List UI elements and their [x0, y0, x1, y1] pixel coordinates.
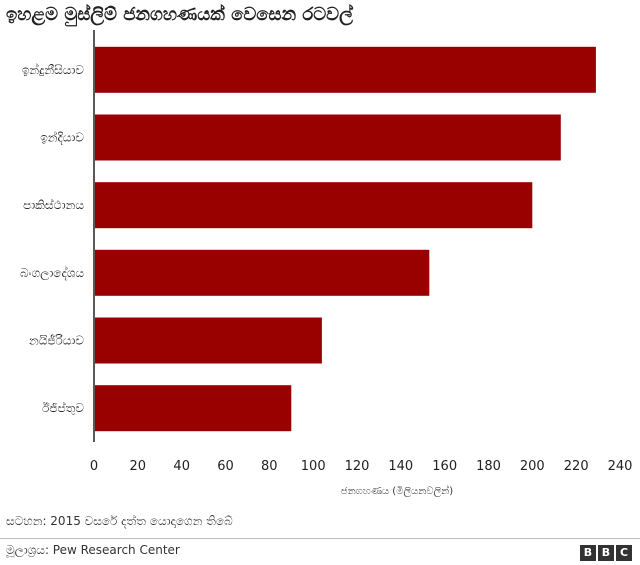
x-tick-label: 160 — [432, 459, 457, 474]
footer-divider — [0, 538, 640, 539]
chart-title: ඉහළම මුස්ලිම් ජනගහණයක් වෙසෙන රටවල් — [6, 4, 353, 25]
chart-note: සටහන: 2015 වසරේ දත්ත යොදාගෙන තිබේ — [6, 514, 233, 528]
x-tick-label: 40 — [173, 459, 190, 474]
x-tick-label: 220 — [564, 459, 589, 474]
x-tick-label: 240 — [608, 459, 633, 474]
bar — [95, 114, 561, 161]
x-tick-label: 140 — [388, 459, 413, 474]
bar-chart: ඉන්දුනීසියාව ඉන්දියාව පාකිස්ථානය බංගලාදේශය න… — [20, 30, 633, 497]
category-label: ඉන්දියාව — [40, 130, 84, 144]
x-tick-label: 0 — [90, 459, 98, 474]
x-tick-label: 80 — [261, 459, 278, 474]
bar — [95, 317, 322, 364]
x-tick-label: 100 — [301, 459, 326, 474]
bbc-logo-block: B — [580, 545, 596, 561]
x-tick-label: 200 — [520, 459, 545, 474]
bbc-logo: B B C — [580, 545, 632, 561]
x-tick-label: 180 — [476, 459, 501, 474]
bar — [95, 182, 533, 229]
bar — [95, 249, 430, 296]
bar — [95, 385, 292, 432]
x-axis-title: ජනගහණය (මිලියනවලින්) — [341, 484, 453, 497]
x-tick-label: 120 — [345, 459, 370, 474]
bbc-logo-block: C — [616, 545, 632, 561]
category-label: බංගලාදේශය — [20, 266, 84, 281]
category-label: පාකිස්ථානය — [23, 198, 84, 212]
x-tick-label: 60 — [217, 459, 234, 474]
bar — [95, 46, 596, 93]
x-tick-label: 20 — [130, 459, 147, 474]
category-label: ඊජිප්තුව — [42, 401, 84, 415]
category-label: නයිජීරියාව — [29, 334, 84, 348]
category-label: ඉන්දුනීසියාව — [22, 63, 85, 77]
source-credit: මූලාශ්‍රය: Pew Research Center — [6, 543, 180, 557]
bbc-logo-block: B — [598, 545, 614, 561]
